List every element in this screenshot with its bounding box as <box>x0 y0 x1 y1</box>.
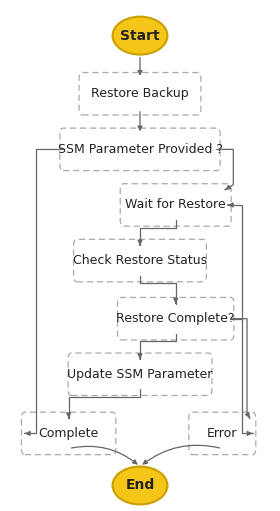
FancyBboxPatch shape <box>79 73 201 115</box>
Ellipse shape <box>113 467 167 504</box>
Text: Wait for Restore: Wait for Restore <box>125 198 226 212</box>
Text: Restore Backup: Restore Backup <box>91 87 189 100</box>
FancyBboxPatch shape <box>189 412 256 455</box>
FancyBboxPatch shape <box>120 184 231 226</box>
FancyBboxPatch shape <box>118 297 234 340</box>
Text: Complete: Complete <box>39 427 99 440</box>
FancyBboxPatch shape <box>22 412 116 455</box>
FancyBboxPatch shape <box>60 128 220 171</box>
FancyBboxPatch shape <box>68 353 212 396</box>
Ellipse shape <box>113 17 167 55</box>
Text: Error: Error <box>207 427 237 440</box>
Text: Update SSM Parameter: Update SSM Parameter <box>67 368 213 381</box>
FancyBboxPatch shape <box>74 239 206 282</box>
Text: SSM Parameter Provided ?: SSM Parameter Provided ? <box>57 143 223 156</box>
Text: Restore Complete?: Restore Complete? <box>116 312 235 325</box>
Text: End: End <box>125 478 155 493</box>
Text: Check Restore Status: Check Restore Status <box>73 254 207 267</box>
Text: Start: Start <box>120 29 160 42</box>
